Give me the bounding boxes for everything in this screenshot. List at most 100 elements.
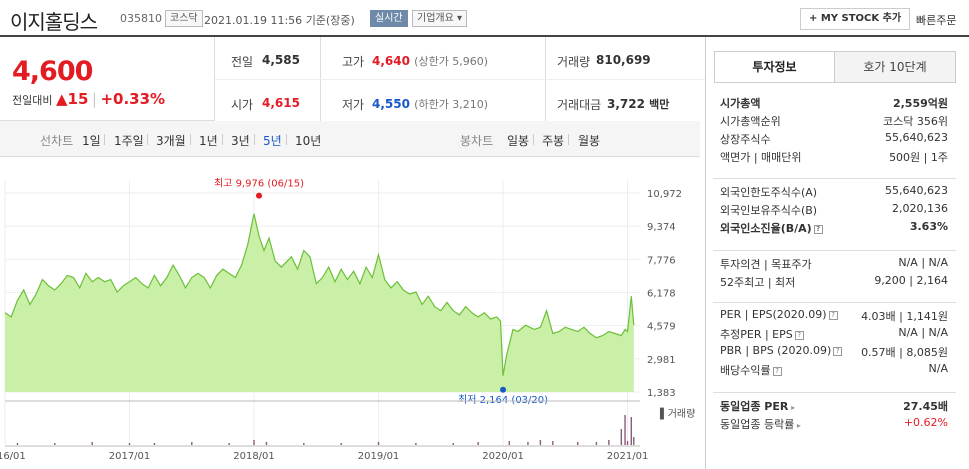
info-value: 2,559억원 [892,97,948,110]
info-row: PER | EPS(2020.09)? 4.03배 | 1,141원 [720,308,948,326]
panel-divider [713,250,956,251]
price-line [4,213,635,376]
period-1d[interactable]: 1일 [82,134,101,148]
volume-bar [539,440,542,445]
panel-divider [713,392,956,393]
realtime-badge[interactable]: 실시간 [370,10,408,27]
volume-bar [577,442,579,445]
min-label: 최저 2,164 (03/20) [458,394,548,406]
x-tick-label: 2017/01 [109,451,151,462]
period-bar [0,121,700,157]
arrow-right-icon[interactable]: ▸ [788,403,796,412]
info-value: 55,640,623 [885,131,948,144]
info-label: 시가총액순위 [720,115,781,128]
info-label: 동일업종 PER ▸ [720,400,796,413]
tab-investment-info[interactable]: 투자정보 [714,51,835,83]
volume-bar [477,442,479,445]
high-label: 고가 [342,55,365,69]
company-overview-button[interactable]: 기업개요 ▾ [412,10,468,27]
x-tick-label: 2018/01 [233,451,275,462]
up-triangle-icon: ▲ [55,90,68,108]
company-name[interactable]: 이지홀딩스 [10,10,98,34]
volume-bar [228,443,230,445]
low-value: 4,550 (하한가 3,210) [372,97,489,111]
candle-daily[interactable]: 일봉 [507,134,530,148]
x-tick-label: 2020/01 [482,451,524,462]
volume-bar [452,443,454,445]
y-tick-label: 4,579 [647,322,676,333]
current-price: 4,600 [12,56,93,87]
period-1w[interactable]: 1주일 [114,134,144,148]
candle-chart-label: 봉차트 [460,134,494,148]
help-icon[interactable]: ? [794,331,804,340]
info-value: 55,640,623 [885,184,948,197]
volume-bar [608,440,610,445]
period-1y[interactable]: 1년 [199,134,218,148]
period-3m[interactable]: 3개월 [156,134,186,148]
info-label: 배당수익률? [720,362,782,378]
volume-bar [415,443,417,445]
volume-bar [340,443,342,445]
info-row: 외국인한도주식수(A) 55,640,623 [720,184,948,202]
info-label: 동일업종 등락률 ▸ [720,418,801,431]
info-row: 52주최고 | 최저 9,200 | 2,164 [720,274,948,292]
prev-close-value: 4,585 [262,53,300,67]
info-label: 외국인한도주식수(A) [720,186,818,199]
chevron-down-icon: ▾ [457,13,463,24]
investment-panel [705,37,963,469]
volume-bar [91,442,93,445]
info-label: 투자의견 | 목표주가 [720,258,812,271]
volume-bar [128,443,131,445]
period-3y[interactable]: 3년 [231,134,250,148]
volume-bar [265,442,268,445]
info-label: PBR | BPS (2020.09)? [720,344,843,357]
candle-weekly[interactable]: 주봉 [542,134,565,148]
price-area [5,213,634,392]
volume-bar [303,443,305,445]
help-icon[interactable]: ? [833,347,843,356]
info-label: 시가총액 [720,97,761,110]
price-chart[interactable]: 10,972 9,374 7,776 6,178 4,579 2,981 1,383 201… [0,160,705,469]
quick-order-button[interactable]: 빠른주문 [916,14,957,27]
stock-header [0,0,969,37]
info-value: 코스닥 356위 [883,115,948,128]
volume-bar [191,442,193,445]
market-badge: 코스닥 [165,10,203,27]
tab-order-book[interactable]: 호가 10단계 [834,51,956,83]
volume-bar [624,415,626,445]
max-point-marker [256,192,262,199]
arrow-right-icon[interactable]: ▸ [794,421,801,430]
high-value: 4,640 (상한가 5,960) [372,54,489,68]
info-value: 3.63% [909,220,948,233]
period-10y[interactable]: 10년 [295,134,322,148]
panel-divider [713,178,956,179]
max-label: 최고 9,976 (06/15) [214,178,304,190]
info-row: 투자의견 | 목표주가 N/A | N/A [720,256,948,274]
volume-value: 810,699 [596,53,651,67]
x-tick-label: 2021/01 [607,451,649,462]
info-row: 추정PER | EPS? N/A | N/A [720,326,948,344]
info-label: 상장주식수 [720,133,771,146]
info-value: N/A | N/A [898,256,948,269]
help-icon[interactable]: ? [772,367,782,376]
volume-bar [153,443,156,445]
line-chart-label: 선차트 [40,134,74,148]
info-row: 액면가 | 매매단위 500원 | 1주 [720,149,948,167]
volume-bar [595,442,598,445]
info-row: 시가총액 2,559억원 [720,95,948,113]
y-tick-label: 2,981 [647,355,676,366]
my-stock-add-button[interactable]: + MY STOCK 추가 [800,8,911,30]
help-icon[interactable]: ? [813,225,823,234]
panel-divider [713,302,956,303]
info-row: 시가총액순위 코스닥 356위 [720,113,948,131]
low-label: 저가 [342,98,365,112]
x-tick-label: 2019/01 [358,451,400,462]
candle-monthly[interactable]: 월봉 [578,134,601,148]
y-tick-label: 1,383 [647,388,676,399]
y-tick-label: 10,972 [647,189,682,200]
price-change: 전일대비 ▲15 | +0.33% [12,90,166,108]
info-row: 동일업종 PER ▸ 27.45배 [720,398,948,416]
volume-label: 거래량 [557,55,591,69]
help-icon[interactable]: ? [828,311,838,320]
period-5y[interactable]: 5년 [263,134,282,148]
